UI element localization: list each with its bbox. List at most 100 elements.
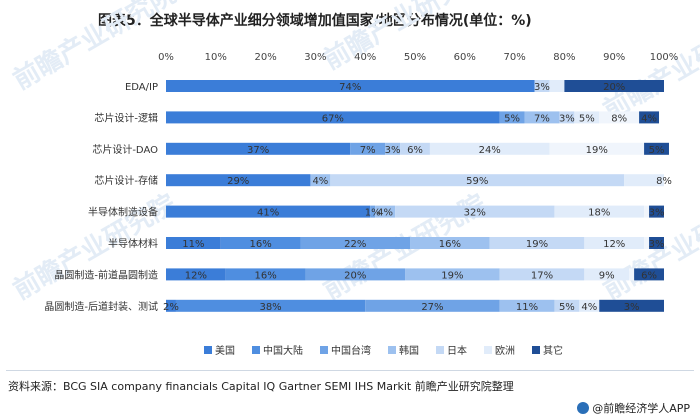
data-label: 16% [439,239,461,250]
bar-segment [644,237,650,249]
bar-segment [649,237,664,249]
bar-segment [410,237,490,249]
data-label: 59% [466,176,488,187]
data-label: 16% [254,270,276,281]
legend-label: 中国台湾 [331,344,371,357]
data-label: 37% [247,145,269,156]
data-label: 5% [649,145,665,156]
data-label: 20% [603,82,625,93]
data-label: 3% [385,145,401,156]
bar-segment [549,80,565,92]
category-label: EDA/IP [125,82,158,93]
data-label: 4% [377,208,393,219]
x-tick-label: 60% [454,52,476,63]
watermark-text: 前瞻产业研究院 [318,0,491,76]
bar-segment [489,237,585,249]
bar-segment [305,268,406,281]
legend-label: 欧洲 [495,345,515,357]
x-tick-label: 40% [354,52,376,63]
data-label: 6% [641,270,657,281]
data-label: 4% [312,176,328,187]
bar-segment [166,174,311,187]
bar-segment [584,268,630,281]
category-label: 芯片设计-DAO [92,143,158,156]
data-label: 16% [250,239,272,250]
data-label: 74% [339,82,361,93]
bar-segment [559,111,575,124]
bar-segment [365,299,500,312]
bar-segment [499,268,585,281]
bar-segment [639,111,660,124]
category-label: 晶圆制造-前道晶圆制造 [54,268,158,281]
data-label: 29% [227,176,249,187]
bar-segment [300,237,411,249]
bar-segment [166,268,226,281]
bar-segment [370,205,376,218]
data-label: 3% [649,239,665,250]
data-label: 18% [588,208,610,219]
data-label: 5% [559,302,575,313]
data-label: 3% [559,113,575,124]
legend-swatch [320,346,328,354]
bar-segment [629,268,635,281]
legend-label: 日本 [447,344,467,357]
data-label: 19% [586,145,608,156]
bar-segment [385,142,401,155]
category-label: 芯片设计-存储 [94,174,158,187]
bar-segment [644,142,669,155]
x-tick-label: 10% [205,52,227,63]
data-label: 24% [479,145,501,156]
data-label: 20% [344,270,366,281]
bar-segment [549,142,645,155]
bar-segment [310,174,331,187]
data-label: 12% [185,270,207,281]
data-label: 8% [656,176,672,187]
source-note: 资料来源：BCG SIA company financials Capital … [8,380,514,393]
bar-segment [499,299,555,312]
category-label: 芯片设计-逻辑 [94,111,158,124]
data-label: 17% [531,270,553,281]
bar-segment [554,205,645,218]
category-label: 晶圆制造-后道封装、测试 [44,300,158,313]
chart-title: 图表5：全球半导体产业细分领域增加值国家/地区分布情况(单位：%) [98,13,532,29]
data-label: 67% [322,113,344,124]
legend-label: 美国 [215,344,235,357]
data-label: 9% [599,270,615,281]
watermark-text: 前瞻产业研究院 [598,8,700,126]
x-tick-label: 80% [553,52,575,63]
data-label: 4% [581,302,597,313]
bar-segment [400,142,430,155]
bar-segment [220,237,301,249]
bar-segment [624,174,664,187]
legend-swatch [436,346,444,354]
category-label: 半导体制造设备 [88,206,158,219]
bar-segment [166,80,535,92]
brand-credit: @前瞻经济学人APP [577,400,690,416]
bar-segment [166,237,221,249]
x-tick-label: 0% [158,52,174,63]
bar-segment [166,299,176,312]
bar-segment [534,80,550,92]
legend-swatch [388,346,396,354]
legend-swatch [204,346,212,354]
bar-segment [564,80,664,92]
bar-segment [330,174,625,187]
data-label: 2% [163,302,179,313]
bar-segment [175,299,366,312]
data-label: 41% [257,208,279,219]
data-label: 6% [407,145,423,156]
brand-logo-icon [577,402,590,414]
bar-segment [599,299,664,312]
bar-segment [579,299,600,312]
bar-segment [644,205,650,218]
legend-swatch [532,346,540,354]
data-label: 19% [526,239,548,250]
x-tick-label: 70% [503,52,525,63]
bar-segment [166,205,371,218]
bar-segment [350,142,386,155]
legend-label: 其它 [543,344,563,357]
data-label: 8% [611,113,627,124]
data-label: 7% [360,145,376,156]
category-label: 半导体材料 [108,237,158,250]
